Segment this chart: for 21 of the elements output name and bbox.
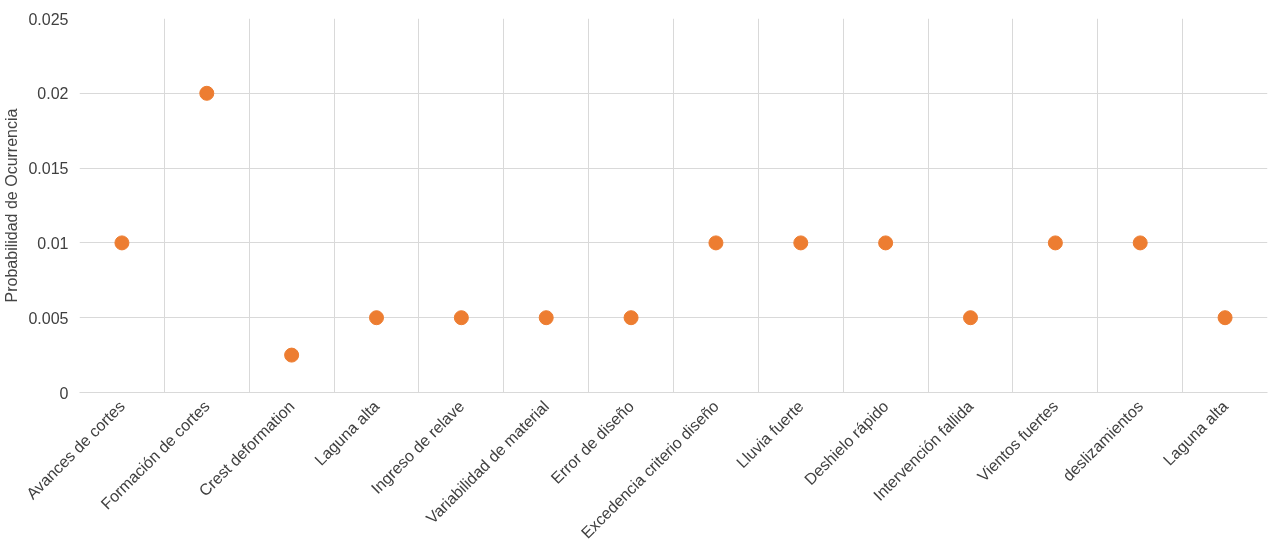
y-tick-label: 0.01 [37,234,69,252]
point [284,347,300,363]
point [963,310,978,326]
point [793,235,809,251]
point [369,310,384,326]
point [623,310,639,326]
y-tick-label: 0.02 [37,85,69,103]
point [199,85,215,101]
point [708,235,724,251]
point [1132,235,1148,251]
y-axis-title: Probabilidad de Ocurrencia [3,108,21,303]
point [1047,235,1063,251]
point [453,310,469,326]
y-tick-label: 0.005 [28,309,69,327]
y-tick-label: 0.025 [28,10,69,28]
y-tick-label: 0.015 [28,160,69,178]
point [878,235,894,251]
point [114,235,130,251]
point [1217,310,1233,326]
y-tick-label: 0 [59,384,69,402]
point [538,310,554,326]
